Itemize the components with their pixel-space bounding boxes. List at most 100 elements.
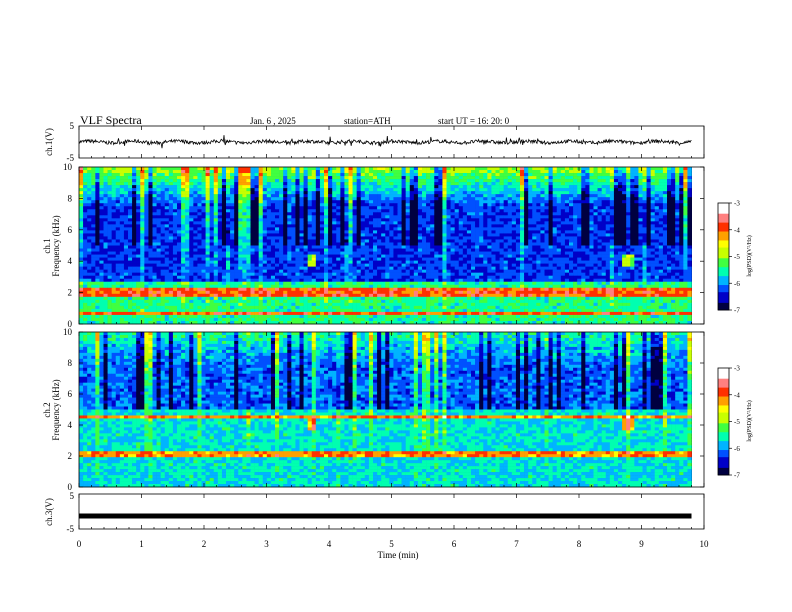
spectrogram-cell — [152, 173, 157, 177]
spectrogram-cell — [266, 230, 272, 234]
spectrogram-cell — [201, 248, 206, 252]
spectrogram-cell — [344, 245, 349, 249]
spectrogram-cell — [234, 221, 239, 225]
spectrogram-cell — [287, 203, 292, 207]
spectrogram-cell — [111, 248, 117, 252]
spectrogram-cell — [368, 260, 374, 264]
spectrogram-cell — [197, 248, 202, 252]
spectrogram-cell — [226, 212, 231, 216]
spectrogram-cell — [160, 260, 166, 264]
spectrogram-cell — [234, 248, 239, 252]
spectrogram-cell — [189, 263, 194, 267]
spectrogram-cell — [381, 239, 386, 243]
spectrogram-cell — [258, 245, 264, 249]
spectrogram-cell — [164, 167, 170, 171]
spectrogram-cell — [548, 209, 553, 213]
spectrogram-cell — [107, 254, 112, 258]
spectrogram-cell — [385, 212, 390, 216]
spectrogram-cell — [540, 194, 545, 198]
spectrogram-cell — [597, 170, 602, 174]
spectrogram-cell — [111, 224, 117, 228]
spectrogram-cell — [197, 257, 202, 261]
spectrogram-cell — [79, 203, 84, 207]
spectrogram-cell — [450, 197, 455, 201]
spectrogram-cell — [368, 242, 374, 246]
spectrogram-cell — [128, 206, 133, 210]
spectrogram-cell — [458, 227, 464, 231]
spectrogram-cell — [393, 185, 398, 189]
spectrogram-cell — [152, 179, 157, 183]
spectrogram-cell — [246, 245, 251, 249]
spectrogram-cell — [458, 185, 464, 189]
spectrogram-cell — [630, 218, 635, 222]
spectrogram-cell — [377, 248, 382, 252]
spectrogram-cell — [189, 227, 194, 231]
spectrogram-cell — [589, 233, 594, 237]
spectrogram-cell — [552, 170, 558, 174]
spectrogram-cell — [450, 263, 455, 267]
spectrogram-cell — [197, 254, 202, 258]
spectrogram-cell — [618, 200, 623, 204]
spectrogram-cell — [283, 227, 288, 231]
spectrogram-cell — [291, 248, 296, 252]
spectrogram-cell — [132, 236, 137, 240]
spectrogram-cell — [679, 236, 684, 240]
spectrogram-cell — [683, 251, 688, 255]
spectrogram-cell — [487, 203, 492, 207]
spectrogram-cell — [291, 224, 296, 228]
spectrogram-cell — [185, 257, 190, 261]
spectrogram-cell — [589, 218, 594, 222]
spectrogram-cell — [585, 209, 590, 213]
spectrogram-cell — [397, 182, 402, 186]
spectrogram-cell — [589, 182, 594, 186]
spectrogram-cell — [344, 197, 349, 201]
spectrogram-cell — [315, 194, 321, 198]
spectrogram-cell — [573, 254, 578, 258]
spectrogram-cell — [172, 236, 178, 240]
spectrogram-cell — [209, 239, 215, 243]
spectrogram-cell — [128, 218, 133, 222]
spectrogram-cell — [156, 254, 161, 258]
spectrogram-cell — [115, 257, 121, 261]
spectrogram-cell — [152, 182, 157, 186]
spectrogram-cell — [295, 197, 300, 201]
spectrogram-cell — [573, 263, 578, 267]
spectrogram-cell — [475, 263, 480, 267]
spectrogram-cell — [409, 254, 415, 258]
spectrogram-cell — [340, 173, 345, 177]
spectrogram-cell — [205, 236, 210, 240]
spectrogram-cell — [458, 257, 464, 261]
spectrogram-cell — [230, 209, 235, 213]
spectrogram-cell — [483, 257, 488, 261]
spectrogram-cell — [573, 170, 578, 174]
spectrogram-cell — [242, 254, 247, 258]
spectrogram-cell — [111, 167, 117, 171]
spectrogram-cell — [654, 179, 660, 183]
spectrogram-cell — [536, 230, 541, 234]
spectrogram-cell — [364, 173, 370, 177]
spectrogram-cell — [528, 203, 533, 207]
spectrogram-cell — [475, 179, 480, 183]
spectrogram-cell — [377, 224, 382, 228]
spectrogram-cell — [373, 248, 378, 252]
spectrogram-cell — [209, 206, 215, 210]
spectrogram-cell — [393, 263, 398, 267]
spectrogram-cell — [683, 173, 688, 177]
spectrogram-cell — [430, 245, 435, 249]
spectrogram-cell — [254, 218, 259, 222]
spectrogram-cell — [479, 260, 484, 264]
spectrogram-cell — [115, 206, 121, 210]
spectrogram-cell — [295, 188, 300, 192]
spectrogram-cell — [360, 248, 366, 252]
spectrogram-cell — [140, 182, 145, 186]
spectrogram-cell — [654, 257, 660, 261]
spectrogram-cell — [679, 218, 684, 222]
spectrogram-cell — [528, 176, 533, 180]
spectrogram-cell — [266, 185, 272, 189]
spectrogram-cell — [373, 179, 378, 183]
spectrogram-cell — [119, 215, 125, 219]
spectrogram-cell — [605, 233, 611, 237]
spectrogram-cell — [634, 257, 639, 261]
spectrogram-cell — [201, 173, 206, 177]
spectrogram-cell — [462, 233, 468, 237]
